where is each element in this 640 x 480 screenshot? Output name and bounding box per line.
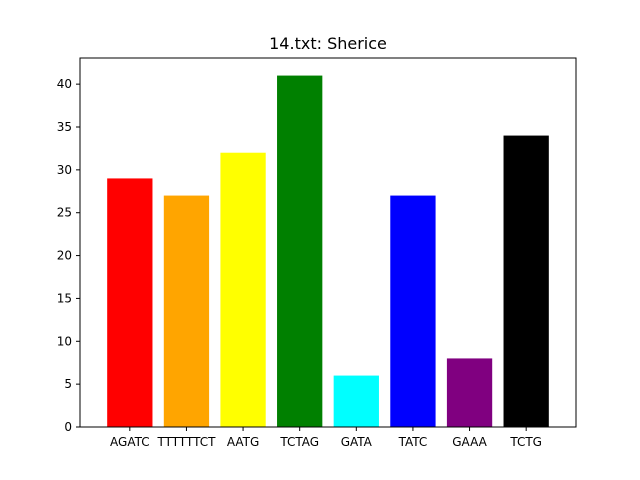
- y-tick-label: 15: [57, 291, 72, 305]
- bar-aatg: [220, 152, 266, 427]
- bar-tctag: [277, 75, 323, 428]
- x-tick-label: TCTAG: [279, 435, 319, 449]
- y-tick-label: 25: [57, 206, 72, 220]
- x-tick-label: TATC: [398, 435, 428, 449]
- y-tick-label: 40: [57, 77, 72, 91]
- plot-frame: [79, 57, 577, 428]
- y-tick-label: 30: [57, 163, 72, 177]
- bars-group: [107, 75, 549, 428]
- y-tick-label: 20: [57, 249, 72, 263]
- chart-title: 14.txt: Sherice: [269, 34, 387, 53]
- bar-gaaa: [446, 358, 493, 427]
- bar-tctg: [503, 135, 549, 428]
- y-axis: 0 5 10 15 20 25 30 35 40: [57, 77, 80, 434]
- bar-agatc: [107, 178, 153, 427]
- x-tick-label: AGATC: [110, 435, 150, 449]
- bar-tatc: [390, 195, 436, 427]
- x-tick-label: TCTG: [509, 435, 542, 449]
- x-tick-label: GAAA: [452, 435, 487, 449]
- x-axis: AGATC TTTTTTCT AATG TCTAG GATA TATC GAAA TCTG: [110, 427, 542, 449]
- x-tick-label: GATA: [341, 435, 373, 449]
- x-tick-label: AATG: [227, 435, 259, 449]
- bar-gata: [333, 375, 379, 427]
- y-tick-label: 35: [57, 120, 72, 134]
- bar-ttttttct: [163, 195, 210, 427]
- y-tick-label: 0: [64, 420, 72, 434]
- x-tick-label: TTTTTTCT: [156, 435, 216, 449]
- y-tick-label: 10: [57, 334, 72, 348]
- y-tick-label: 5: [64, 377, 72, 391]
